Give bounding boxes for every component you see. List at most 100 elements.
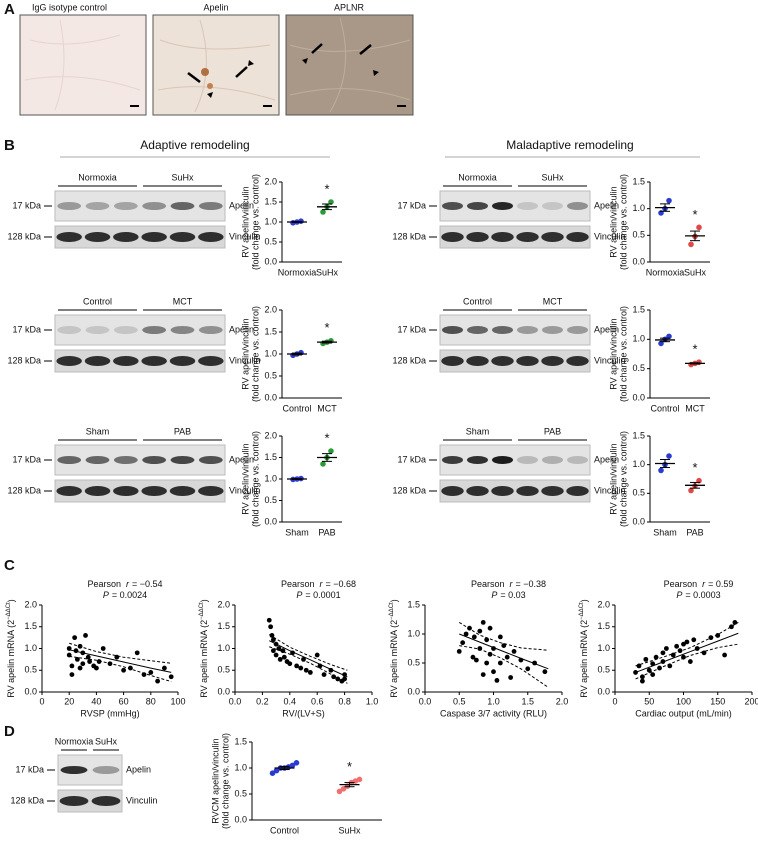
band xyxy=(84,486,111,496)
band xyxy=(567,202,588,210)
significance: * xyxy=(692,342,697,357)
data-point xyxy=(269,770,276,776)
marker-label: 17 kDa xyxy=(12,200,41,210)
data-point xyxy=(518,657,524,663)
data-point xyxy=(66,646,72,651)
group-label: SuHx xyxy=(171,172,194,182)
x-tick-label: 150 xyxy=(710,696,725,706)
y-axis-label-text: RV apelin mRNA (2 xyxy=(199,620,209,698)
band xyxy=(441,486,464,496)
y-tick-label: 1.0 xyxy=(264,473,277,483)
stat-symbol: P xyxy=(296,590,302,600)
y-tick-label: 0.5 xyxy=(24,665,37,675)
stat-symbol: P xyxy=(676,590,682,600)
panel-label: C xyxy=(4,557,15,574)
band xyxy=(466,356,489,366)
data-point xyxy=(694,646,700,651)
band xyxy=(142,326,167,334)
data-point xyxy=(487,625,493,631)
fit-line xyxy=(635,632,739,673)
x-tick-label: 1.0 xyxy=(487,696,500,706)
x-tick-label: Normoxia xyxy=(646,267,685,277)
data-point xyxy=(87,659,92,664)
band xyxy=(170,326,195,334)
data-point xyxy=(658,467,664,474)
band xyxy=(491,486,514,496)
panel-label: A xyxy=(4,1,15,18)
band xyxy=(517,202,538,210)
data-point xyxy=(657,665,662,671)
band xyxy=(60,766,88,774)
blot-strip xyxy=(54,444,226,476)
stat-name: Pearson xyxy=(87,579,121,589)
y-axis-label: RV apelin mRNA (2−ΔΔCt) xyxy=(6,599,17,697)
group-label: Normoxia xyxy=(55,736,94,746)
data-point xyxy=(83,633,88,638)
band xyxy=(142,202,167,210)
x-tick-label: 0 xyxy=(39,696,44,706)
band xyxy=(85,326,110,334)
section-header: Maladaptive remodeling xyxy=(506,138,633,152)
data-point xyxy=(293,760,300,766)
band xyxy=(541,356,564,366)
x-tick-label: PAB xyxy=(318,527,335,537)
y-axis-label: RV apelin/vinculin xyxy=(240,186,250,257)
data-point xyxy=(666,197,672,204)
y-axis-label: RV apelin mRNA (2−ΔΔCt) xyxy=(389,599,400,697)
band xyxy=(57,456,82,464)
panel-label: B xyxy=(4,137,15,154)
data-point xyxy=(722,652,727,658)
data-point xyxy=(467,625,472,631)
group-label: SuHx xyxy=(541,172,564,182)
data-point xyxy=(273,652,279,658)
y-tick-label: 1.5 xyxy=(217,621,230,631)
data-point xyxy=(268,624,274,630)
band xyxy=(56,232,82,242)
data-point xyxy=(266,617,272,623)
data-point xyxy=(321,672,327,677)
micrograph xyxy=(19,14,147,116)
band xyxy=(442,456,463,464)
band xyxy=(141,356,167,366)
y-axis-label: RV apelin mRNA (2−ΔΔCt) xyxy=(199,599,210,697)
band xyxy=(198,356,224,366)
data-point xyxy=(155,678,161,684)
x-tick-label: Sham xyxy=(285,527,309,537)
y-tick-label: 0.0 xyxy=(264,392,277,402)
band xyxy=(516,486,539,496)
data-point xyxy=(270,648,276,654)
marker-label: 128 kDa xyxy=(7,231,41,241)
x-tick-label: 0.8 xyxy=(338,696,351,706)
data-point xyxy=(460,640,466,646)
y-tick-label: 1.0 xyxy=(24,643,37,653)
data-point xyxy=(501,643,507,648)
data-point xyxy=(646,667,652,673)
y-tick-label: 1.0 xyxy=(632,459,645,469)
y-axis-label: RVCM apelin/vinculin xyxy=(210,738,220,823)
y-tick-label: 2.0 xyxy=(217,599,230,609)
band xyxy=(169,232,196,242)
x-tick-label: 0.2 xyxy=(256,696,269,706)
band xyxy=(198,232,224,242)
marker-label: 17 kDa xyxy=(12,454,41,464)
data-point xyxy=(477,646,483,651)
y-axis-label: RV apelin/vinculin xyxy=(240,318,250,389)
x-tick-label: SuHx xyxy=(684,267,707,277)
data-point xyxy=(270,637,276,643)
x-tick-label: 0.0 xyxy=(419,696,432,706)
x-tick-label: Control xyxy=(282,403,311,413)
data-point xyxy=(463,631,469,637)
y-axis-label: (fold change vs. control) xyxy=(618,306,628,402)
y-tick-label: 0.0 xyxy=(632,392,645,402)
y-tick-label: 2.0 xyxy=(264,304,277,314)
y-tick-label: 1.5 xyxy=(632,304,645,314)
x-tick-label: 40 xyxy=(91,696,101,706)
x-tick-label: SuHx xyxy=(316,267,339,277)
band xyxy=(113,232,139,242)
y-axis-label: RV apelin/vinculin xyxy=(608,443,618,514)
blot-strip xyxy=(54,349,226,373)
y-tick-label: 2.0 xyxy=(264,176,277,186)
band xyxy=(566,486,589,496)
band xyxy=(492,326,513,334)
group-label: MCT xyxy=(543,296,563,306)
